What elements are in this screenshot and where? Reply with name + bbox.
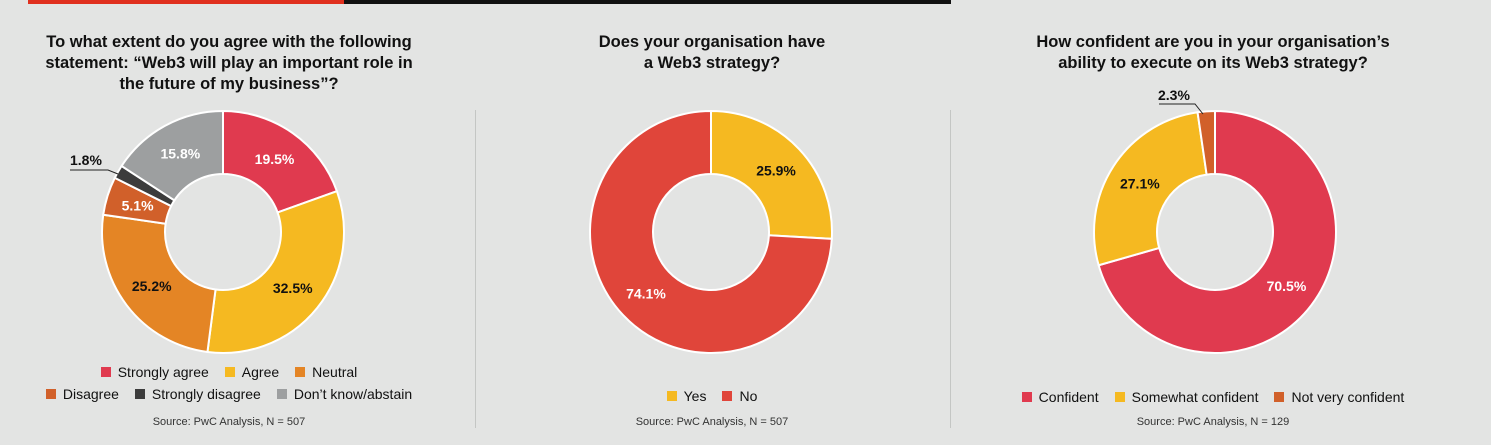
donut-slice-don-t-know-abstain xyxy=(120,109,224,202)
legend-item-no: No xyxy=(722,388,757,404)
legend-swatch xyxy=(1274,392,1285,402)
chart-title: Does your organisation have a Web3 strat… xyxy=(478,32,946,74)
legend-item-agree: Agree xyxy=(224,364,280,380)
legend-item-strongly-disagree: Strongly disagree xyxy=(134,386,261,402)
slice-value-label: 1.8% xyxy=(70,152,102,168)
legend-row-2: Disagree Strongly disagree Don’t know/ab… xyxy=(0,386,458,402)
legend-label: Confident xyxy=(1038,389,1099,405)
legend-item-yes: Yes xyxy=(666,388,707,404)
leader-line xyxy=(70,169,119,175)
donut-chart: 70.5% 27.1% 2.3% xyxy=(1093,87,1337,354)
legend-label: Don’t know/abstain xyxy=(293,386,413,402)
donut-slice-agree xyxy=(206,189,345,354)
legend-item-somewhat-confident: Somewhat confident xyxy=(1114,389,1259,405)
chart-panel-web3-agreement: To what extent do you agree with the fol… xyxy=(0,0,458,445)
legend-swatch xyxy=(276,389,287,399)
donut-slice-not-very-confident xyxy=(1196,109,1216,176)
slice-value-label: 2.3% xyxy=(1158,87,1190,103)
slice-value-label: 70.5% xyxy=(1267,278,1307,294)
legend-swatch xyxy=(1021,392,1032,402)
legend-item-strongly-agree: Strongly agree xyxy=(100,364,209,380)
donut-chart: 25.9% 74.1% xyxy=(589,109,833,354)
legend-label: Strongly agree xyxy=(117,364,209,380)
chart-title-line: the future of my business”? xyxy=(119,75,339,93)
slice-value-label: 74.1% xyxy=(626,285,666,301)
legend-label: Agree xyxy=(241,364,280,380)
panel-divider-1 xyxy=(475,110,476,428)
donut-slice-no xyxy=(589,109,833,354)
slice-value-label: 25.9% xyxy=(756,163,796,179)
legend-label: Disagree xyxy=(62,386,119,402)
legend-swatch xyxy=(295,367,306,377)
chart-title-line: statement: “Web3 will play an important … xyxy=(45,54,413,72)
chart-panel-web3-confidence: How confident are you in your organisati… xyxy=(953,0,1473,445)
slice-value-label: 5.1% xyxy=(122,197,154,213)
legend-label: No xyxy=(739,388,758,404)
chart-source: Source: PwC Analysis, N = 507 xyxy=(635,416,789,428)
legend-label: Not very confident xyxy=(1291,389,1405,405)
chart-title-line: To what extent do you agree with the fol… xyxy=(46,33,412,51)
slice-value-label: 19.5% xyxy=(255,151,295,167)
donut-slice-somewhat-confident xyxy=(1093,111,1208,267)
chart-title: To what extent do you agree with the fol… xyxy=(0,32,458,95)
legend-row-1: Strongly agree Agree Neutral xyxy=(0,364,458,380)
donut-slice-neutral xyxy=(101,213,217,354)
chart-title-line: ability to execute on its Web3 strategy? xyxy=(1058,54,1368,72)
legend-label: Somewhat confident xyxy=(1131,389,1259,405)
chart-title-line: a Web3 strategy? xyxy=(643,54,781,72)
legend-row-1: Yes No xyxy=(478,388,946,404)
donut-slice-strongly-agree xyxy=(222,109,339,214)
leader-line xyxy=(1159,103,1204,115)
donut-slice-confident xyxy=(1097,109,1337,354)
chart-title: How confident are you in your organisati… xyxy=(953,32,1473,74)
chart-panel-web3-strategy: Does your organisation have a Web3 strat… xyxy=(478,0,946,445)
legend-item-disagree: Disagree xyxy=(45,386,119,402)
legend-swatch xyxy=(722,391,733,401)
chart-source: Source: PwC Analysis, N = 507 xyxy=(152,416,306,428)
top-accent-bar-red xyxy=(28,0,344,4)
legend-swatch xyxy=(45,389,56,399)
slice-value-label: 27.1% xyxy=(1120,175,1160,191)
legend-row-1: Confident Somewhat confident Not very co… xyxy=(953,389,1473,405)
chart-title-line: How confident are you in your organisati… xyxy=(1036,33,1390,51)
legend-swatch xyxy=(224,367,235,377)
legend-item-not-very-confident: Not very confident xyxy=(1274,389,1404,405)
legend-item-confident: Confident xyxy=(1021,389,1099,405)
panel-divider-2 xyxy=(950,110,951,428)
donut-slice-yes xyxy=(710,109,833,240)
legend-label: Strongly disagree xyxy=(151,386,261,402)
legend-label: Neutral xyxy=(312,364,358,380)
legend-item-dont-know: Don’t know/abstain xyxy=(276,386,413,402)
legend-swatch xyxy=(666,391,677,401)
chart-source: Source: PwC Analysis, N = 129 xyxy=(1136,416,1290,428)
top-accent-bar-black xyxy=(344,0,951,4)
slice-value-label: 25.2% xyxy=(132,278,172,294)
donut-chart: 19.5% 32.5% 25.2% 5.1% 1.8% 15.8% xyxy=(70,109,345,354)
legend-swatch xyxy=(1114,392,1125,402)
legend-swatch xyxy=(134,389,145,399)
slice-value-label: 32.5% xyxy=(273,280,313,296)
slice-value-label: 15.8% xyxy=(160,145,200,161)
legend-label: Yes xyxy=(683,388,707,404)
legend-item-neutral: Neutral xyxy=(295,364,357,380)
chart-title-line: Does your organisation have xyxy=(598,33,826,51)
legend-swatch xyxy=(100,367,111,377)
